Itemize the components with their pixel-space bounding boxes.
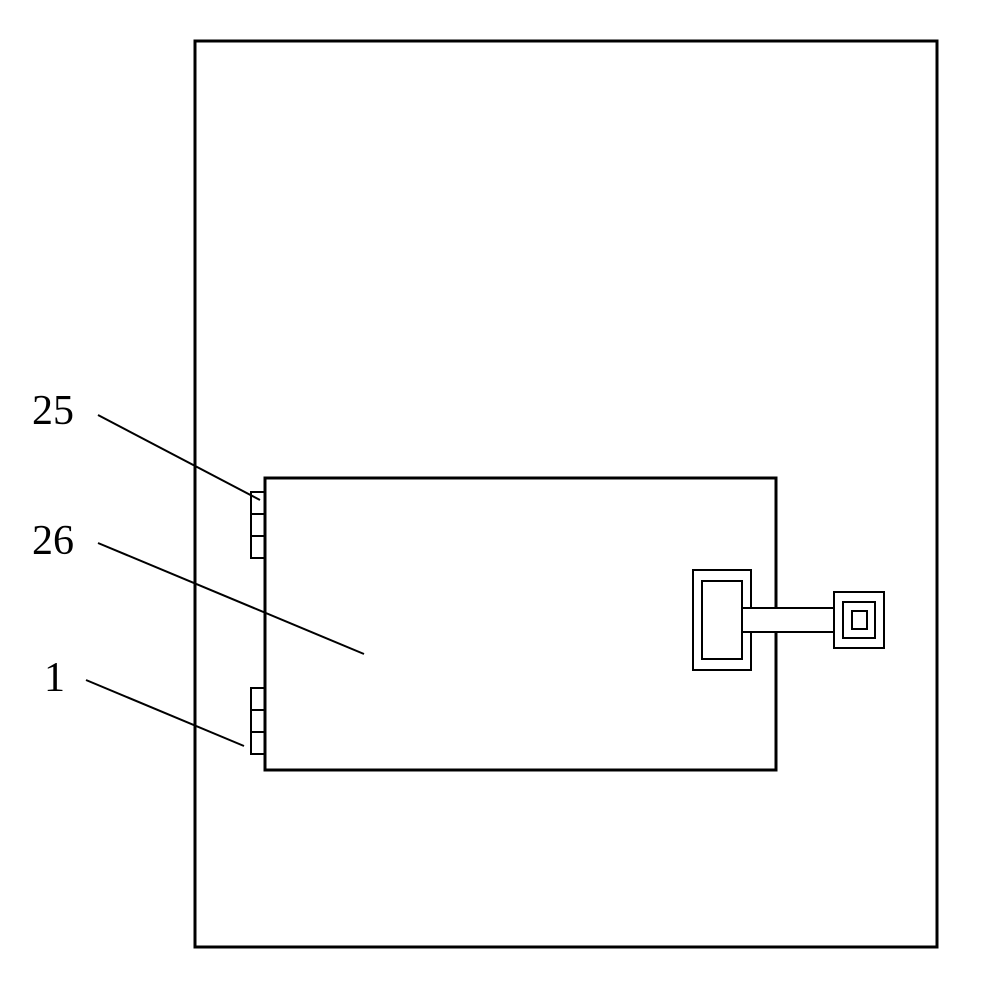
label-25-leader [98, 415, 260, 500]
hinge-top [251, 492, 265, 558]
label-1-leader [86, 680, 244, 746]
label-26: 26 [32, 518, 74, 564]
latch-end-inner [852, 611, 867, 629]
outer-frame [195, 41, 937, 947]
hinge-bottom [251, 688, 265, 754]
label-26-leader [98, 543, 364, 654]
label-25: 25 [32, 388, 74, 434]
latch-end-outer [834, 592, 884, 648]
latch-end-mid [843, 602, 875, 638]
latch-bar [742, 608, 834, 632]
inner-panel [265, 478, 776, 770]
technical-drawing: 25 26 1 [0, 0, 1000, 987]
latch-plate-inner [702, 581, 742, 659]
label-1: 1 [44, 655, 65, 701]
